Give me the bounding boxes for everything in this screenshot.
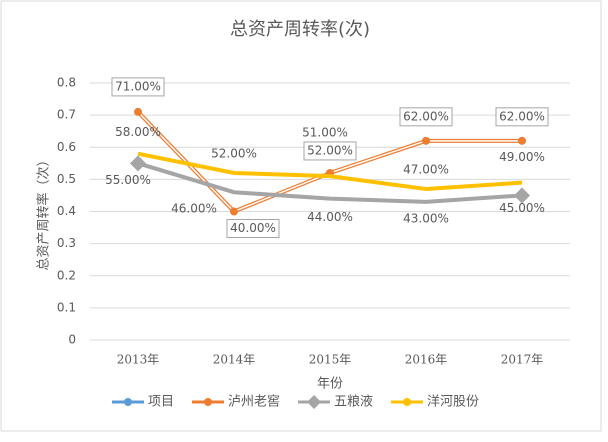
data-label: 49.00% [499,150,545,164]
x-axis-label: 年份 [317,377,343,392]
x-tick-label: 2013年 [117,353,160,367]
y-tick-label: 0.7 [57,108,76,122]
point-marker [518,136,526,145]
data-label: 44.00% [307,210,353,224]
data-label: 43.00% [403,211,449,225]
label-box [226,219,280,238]
data-label: 47.00% [403,163,449,177]
point-marker [230,207,238,216]
series-line [137,161,523,204]
y-tick-label: 0.3 [57,236,76,250]
x-tick-label: 2017年 [501,353,544,367]
legend-label: 洋河股份 [427,395,479,410]
legend-label: 五粮液 [334,395,373,410]
y-tick-label: 0.2 [57,268,76,282]
x-tick-label: 2015年 [309,353,352,367]
y-axis-label: 总资产周转率（次） [36,153,52,270]
legend-label: 泸州老窖 [228,394,280,410]
data-label: 52.00% [307,143,353,157]
legend-marker [204,398,213,406]
x-tick-label: 2014年 [213,353,256,367]
point-marker [134,107,142,116]
data-label: 51.00% [302,126,348,140]
chart-frame [0,0,602,432]
data-label: 62.00% [403,109,449,123]
series-line [137,151,523,192]
legend-marker [124,398,132,406]
y-tick-label: 0 [68,333,76,347]
data-label: 55.00% [105,173,151,187]
label-box [111,77,165,97]
label-box [495,107,549,127]
data-label: 45.00% [499,201,545,215]
point-marker [422,136,430,145]
data-label: 62.00% [499,109,545,123]
legend-label: 项目 [148,395,174,410]
data-label: 52.00% [211,146,257,160]
y-tick-label: 0.6 [57,140,76,154]
data-label: 46.00% [171,202,217,216]
data-label: 40.00% [230,221,276,235]
data-label: 58.00% [115,125,161,139]
legend-marker [307,395,322,409]
y-tick-label: 0.8 [57,76,76,90]
label-box [399,107,453,127]
y-tick-label: 0.1 [57,300,76,314]
y-tick-label: 0.4 [57,204,76,218]
point-marker [130,155,146,172]
point-marker [514,187,530,204]
y-tick-label: 0.5 [57,172,76,186]
data-label: 71.00% [115,79,161,93]
x-tick-label: 2016年 [405,353,448,367]
legend-marker [403,398,412,406]
chart-title: 总资产周转率(次) [230,19,370,40]
label-box [303,141,357,161]
